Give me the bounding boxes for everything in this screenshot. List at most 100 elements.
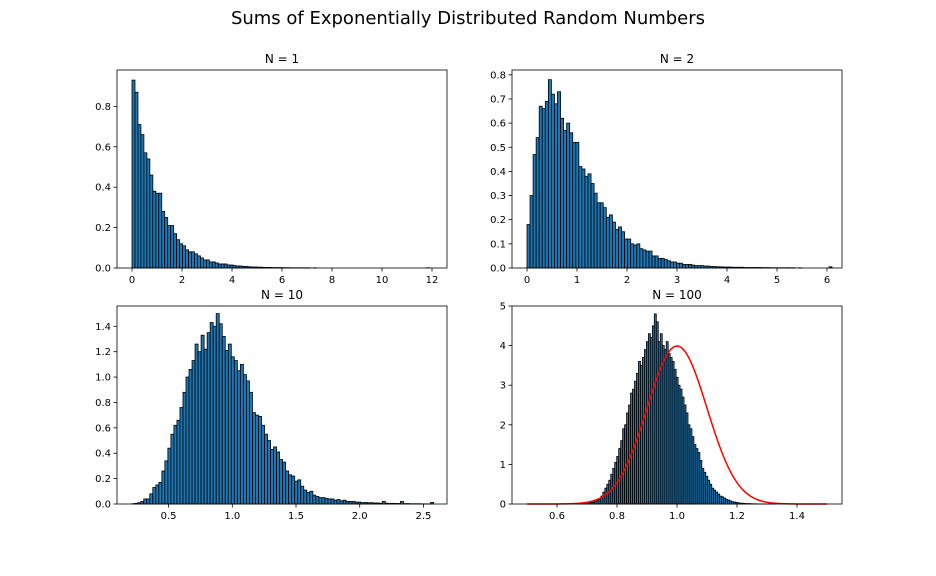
histogram-bar [197, 255, 201, 269]
histogram-bar [605, 216, 610, 269]
x-tick-label: 2 [624, 275, 630, 286]
histogram-bar [276, 451, 281, 505]
histogram-bar [660, 257, 665, 269]
histogram-bar [673, 261, 677, 269]
histogram-bar [624, 238, 629, 269]
y-tick-label: 5 [500, 302, 506, 313]
histogram-bar [682, 263, 686, 269]
y-tick-label: 0 [500, 500, 506, 511]
histogram-bar [188, 251, 192, 269]
histogram-bar [218, 323, 223, 505]
histogram-bar [291, 475, 296, 505]
chart-n100: 0.6 0.8 1.0 1.2 1.4 0 1 2 3 4 5 N = 100 [500, 288, 843, 522]
histogram-bar [131, 79, 136, 269]
x-tick-label: 4 [724, 275, 730, 286]
y-tick-label: 0.6 [490, 119, 506, 130]
histogram-bar [146, 158, 151, 269]
y-tick-label: 1.4 [95, 322, 111, 333]
histogram-bar [211, 261, 216, 269]
y-tick-label: 0.2 [95, 223, 111, 234]
y-tick-label: 0.1 [490, 239, 506, 250]
histogram-bar [205, 259, 210, 269]
histogram-bar [578, 166, 583, 269]
histogram-bar [627, 238, 632, 269]
histogram-bar [173, 233, 178, 269]
x-tick-label: 2.5 [415, 511, 431, 522]
histogram-bar [526, 224, 531, 269]
x-tick-label: 8 [329, 275, 335, 286]
histogram-bar [194, 253, 198, 269]
x-tick-label: 0 [129, 275, 135, 286]
histogram-bar [212, 325, 217, 505]
y-tick-label: 0.8 [95, 102, 111, 113]
y-tick-label: 0.5 [490, 143, 506, 154]
histogram-bar [158, 482, 163, 505]
histogram-bar [324, 497, 329, 505]
histogram-bar [194, 343, 199, 505]
histogram-bar [333, 499, 338, 505]
histogram-bar [149, 174, 154, 269]
histogram-bar [170, 225, 175, 269]
histogram-bar [288, 474, 293, 505]
histogram-bar [569, 132, 574, 269]
histogram-bar [229, 264, 234, 269]
y-tick-label: 0.4 [95, 183, 111, 194]
histogram-bar [688, 263, 693, 269]
histogram-bar [214, 262, 219, 269]
y-tick-label: 3 [500, 381, 506, 392]
histogram-bar [312, 494, 317, 505]
histogram-bar [279, 459, 284, 505]
histogram-bar [167, 447, 172, 505]
y-tick-label: 2 [500, 420, 506, 431]
y-tick-label: 0.2 [490, 215, 506, 226]
histogram-bar [599, 202, 604, 269]
histogram-bar [164, 217, 169, 269]
histogram-bar [267, 440, 271, 505]
chart-title: N = 10 [261, 288, 303, 302]
histogram-bar [191, 251, 195, 269]
histogram-bar [581, 168, 586, 269]
normal-fit-curve [527, 345, 827, 505]
y-tick-label: 0.0 [95, 264, 111, 275]
histogram-bar [303, 489, 308, 505]
histogram-bar [596, 202, 601, 269]
y-tick-label: 4 [500, 341, 506, 352]
histogram-bar [182, 245, 186, 269]
x-tick-label: 5 [774, 275, 780, 286]
y-tick-label: 0.4 [490, 167, 506, 178]
histogram-bar [557, 91, 561, 269]
histogram-bar [152, 190, 157, 269]
histogram-bar [679, 262, 683, 269]
x-tick-label: 6 [279, 275, 285, 286]
histogram-bar [167, 225, 172, 269]
y-tick-label: 0.7 [490, 94, 506, 105]
histogram-bar [185, 249, 189, 269]
histogram-bar [155, 192, 160, 269]
histogram-bar [176, 419, 181, 505]
histogram-bar [584, 175, 589, 269]
histogram-bar [563, 129, 568, 269]
histogram-bar [239, 363, 244, 505]
figure-title: Sums of Exponentially Distributed Random… [230, 8, 706, 29]
histogram-bar [158, 192, 163, 269]
histogram-bar [223, 263, 228, 269]
histogram-bar [161, 470, 166, 505]
histogram-bar [221, 336, 226, 505]
axes-frame [116, 305, 448, 505]
histogram-bar [188, 369, 193, 505]
histogram-bar [155, 484, 160, 505]
histogram-bar [179, 243, 183, 269]
histogram-bar [230, 356, 235, 505]
histogram-bar [575, 142, 580, 269]
histogram-bar [164, 460, 169, 505]
histogram-bar [669, 261, 674, 269]
histogram-bar [535, 137, 540, 269]
x-tick-label: 1.2 [729, 511, 745, 522]
histogram-bar [182, 391, 187, 505]
histogram-bar [252, 412, 256, 505]
histogram-bar [261, 424, 265, 505]
histogram-bar [648, 250, 653, 269]
x-tick-label: 0.6 [549, 511, 565, 522]
x-tick-label: 3 [674, 275, 680, 286]
chart-title: N = 2 [660, 52, 694, 66]
